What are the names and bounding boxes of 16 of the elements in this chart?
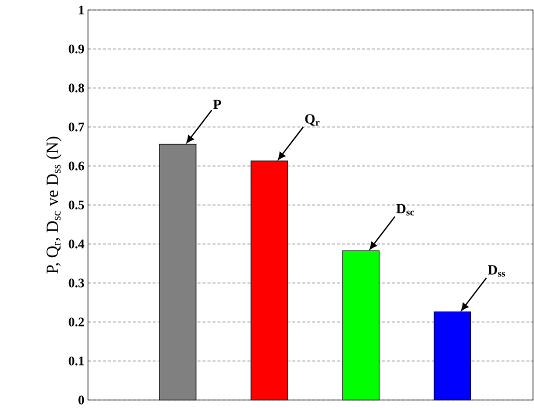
y-tick-label: 0	[78, 396, 84, 404]
y-tick-label: 0.1	[68, 356, 84, 366]
annotation: D$_{ss}$	[488, 265, 506, 277]
y-tick-label: 1	[79, 6, 84, 14]
y-tick-label: 0.5	[68, 200, 84, 210]
annotation: P	[213, 100, 222, 109]
y-axis-title: P, Q$_{r}$, D$_{sc}$ ve D$_{ss}$ (N)	[46, 136, 62, 274]
y-tick-label: 0.2	[68, 318, 84, 326]
annotation: Q$_{r}$	[305, 114, 320, 126]
y-tick-label: 0.7	[68, 122, 84, 132]
y-tick-label: 0.6	[68, 162, 84, 170]
y-tick-label: 0.9	[68, 44, 84, 54]
y-tick-label: 0.4	[68, 240, 84, 248]
annotation: D$_{sc}$	[396, 204, 414, 216]
y-tick-label: 0.8	[68, 84, 84, 92]
y-tick-label: 0.3	[68, 278, 84, 288]
